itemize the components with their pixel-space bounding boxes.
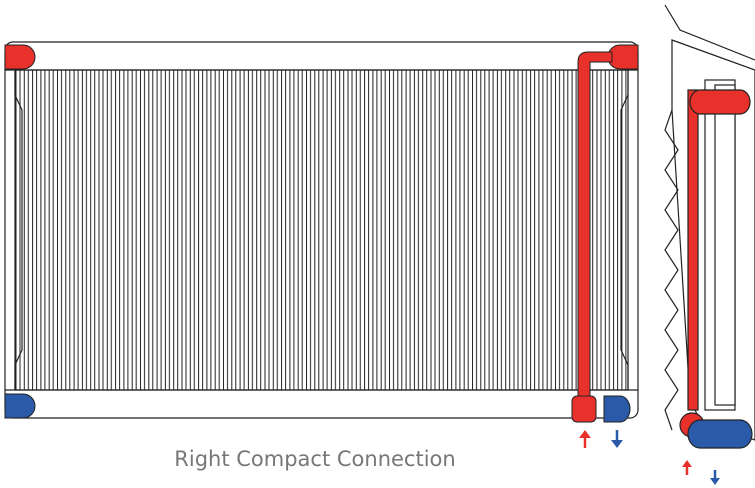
- valve-return: [603, 395, 631, 423]
- plug-bottom-left: [4, 393, 36, 419]
- caption: Right Compact Connection: [174, 447, 455, 471]
- radiator-side: [664, 4, 755, 449]
- riser-pipe: [571, 51, 631, 423]
- radiator-fins: [14, 69, 629, 391]
- left-edge: [14, 70, 23, 390]
- side-zigzag: [664, 109, 679, 431]
- radiator-front: [4, 41, 639, 419]
- side-fin-b: [714, 84, 736, 406]
- valve-supply: [571, 395, 597, 423]
- arrow-supply-head: [579, 430, 591, 438]
- flow-arrows: [579, 430, 720, 485]
- plug-top-left: [4, 44, 36, 70]
- right-edge: [620, 70, 629, 390]
- side-pipe: [687, 89, 699, 411]
- side-arrow-supply-head: [682, 460, 692, 467]
- pipe: [577, 51, 613, 399]
- arrow-return-head: [611, 440, 623, 448]
- side-top-fitting: [689, 89, 751, 115]
- side-arrow-return-head: [710, 478, 720, 485]
- plugs: [4, 44, 639, 419]
- side-valve-return: [687, 419, 753, 449]
- side-top: [664, 4, 755, 61]
